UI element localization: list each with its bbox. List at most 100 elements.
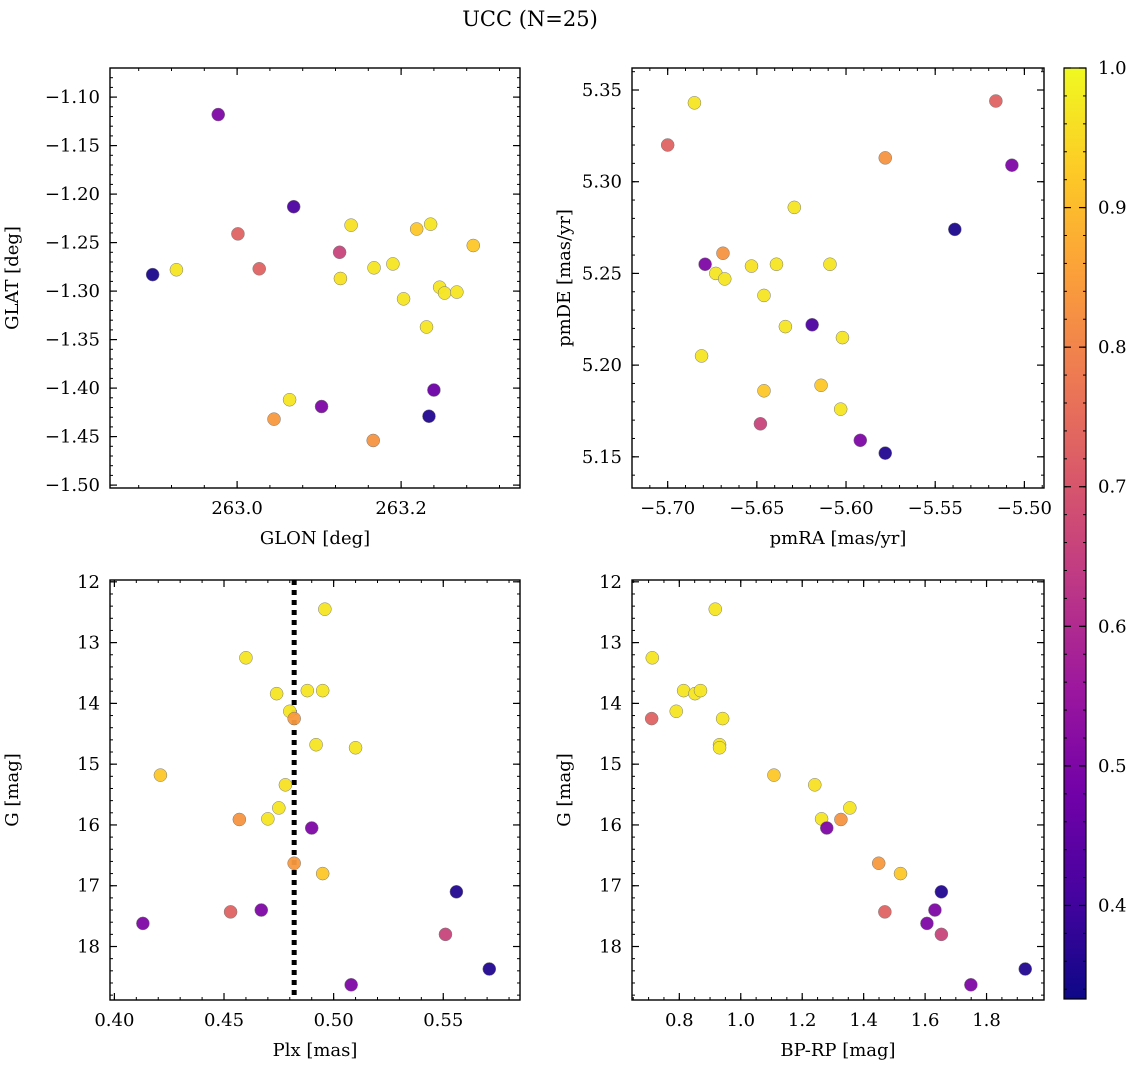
figure-title: UCC (N=25) — [462, 7, 598, 31]
data-point — [422, 409, 436, 423]
data-point — [878, 151, 893, 165]
data-point — [282, 392, 297, 407]
data-point — [1005, 158, 1019, 172]
data-point — [314, 399, 329, 414]
panel-color-magnitude: 0.8 1.0 1.2 1.4 1.6 1.8 12 13 14 15 16 17 18 BP-RP [m… — [554, 572, 1045, 1061]
data-point — [878, 446, 893, 460]
x-tick-label: −5.70 — [640, 498, 695, 519]
plot-frame — [109, 579, 521, 1001]
data-point — [660, 138, 675, 152]
data-point — [645, 651, 660, 665]
data-point — [835, 330, 850, 345]
y-axis-label: pmDE [mas/yr] — [554, 209, 575, 347]
y-axis-label: G [mag] — [554, 753, 575, 826]
data-point — [669, 704, 683, 719]
data-point — [231, 227, 245, 241]
x-tick-label: 263.2 — [375, 498, 427, 519]
data-point — [989, 94, 1003, 108]
y-tick-label: 5.30 — [582, 172, 622, 193]
data-point — [833, 402, 848, 416]
data-point — [145, 267, 160, 282]
data-point — [318, 602, 332, 616]
data-point — [438, 927, 453, 942]
data-point — [169, 263, 184, 277]
data-point — [1018, 962, 1033, 976]
y-tick-label: 17 — [77, 876, 100, 897]
panel-proper-motion: −5.70 −5.65 −5.60 −5.55 −5.50 5.15 5.20 5.25 5.3… — [554, 67, 1052, 549]
y-tick-label: 15 — [599, 754, 622, 775]
data-point — [437, 286, 452, 300]
x-tick-label: −5.55 — [908, 498, 963, 519]
data-point — [450, 285, 464, 299]
y-tick-label: 5.25 — [582, 263, 622, 284]
x-tick-label: −5.60 — [818, 498, 873, 519]
x-axis-label: Plx [mas] — [273, 1040, 358, 1061]
data-point — [769, 257, 784, 271]
x-axis-label: BP-RP [mag] — [780, 1040, 895, 1061]
data-point — [934, 927, 949, 942]
data-point — [834, 812, 848, 827]
data-point — [767, 768, 781, 782]
y-tick-label: −1.25 — [45, 233, 100, 254]
data-point — [878, 905, 892, 919]
y-tick-label: 12 — [599, 572, 622, 593]
data-point — [934, 885, 949, 899]
data-point — [693, 683, 708, 698]
data-point — [787, 200, 802, 215]
x-tick-label: −5.50 — [997, 498, 1052, 519]
y-tick-label: 15 — [77, 754, 100, 775]
data-point — [309, 737, 323, 752]
y-tick-label: −1.20 — [45, 184, 100, 205]
y-tick-label: −1.10 — [45, 87, 100, 108]
y-tick-label: 16 — [77, 815, 100, 836]
x-axis-label: GLON [deg] — [260, 528, 370, 549]
data-point — [252, 262, 266, 276]
colorbar-tick-label: 0.9 — [1098, 198, 1127, 219]
data-point — [332, 245, 347, 260]
data-point — [333, 271, 348, 286]
colorbar-tick-label: 0.6 — [1098, 616, 1127, 637]
data-point — [893, 866, 908, 881]
data-point — [820, 821, 834, 835]
colorbar: 0.4 0.5 0.6 0.7 0.8 0.9 1.0 — [1063, 58, 1127, 1000]
data-point — [843, 801, 857, 815]
data-point — [304, 821, 319, 835]
data-point — [808, 778, 822, 792]
data-point — [272, 801, 286, 815]
data-point — [948, 222, 962, 237]
x-tick-label: 1.6 — [911, 1010, 940, 1031]
data-point — [427, 383, 441, 397]
y-tick-label: 14 — [599, 693, 622, 714]
y-tick-label: 5.20 — [582, 355, 622, 376]
data-point — [823, 257, 837, 271]
data-point — [778, 319, 793, 334]
data-point — [367, 261, 381, 275]
data-point — [644, 711, 659, 726]
y-tick-label: 13 — [599, 633, 622, 654]
data-point — [261, 812, 275, 826]
data-point — [232, 812, 247, 827]
colorbar-tick-label: 0.8 — [1098, 337, 1127, 358]
y-tick-label: −1.40 — [45, 378, 100, 399]
data-point — [269, 686, 284, 701]
data-point — [715, 711, 730, 726]
data-point — [928, 903, 942, 917]
data-point — [136, 916, 150, 931]
y-tick-label: 17 — [599, 876, 622, 897]
data-point — [698, 257, 712, 271]
data-point — [853, 433, 868, 448]
y-tick-label: 12 — [77, 572, 100, 593]
data-point — [871, 856, 886, 870]
y-tick-label: 18 — [599, 937, 622, 958]
data-point — [287, 711, 301, 726]
data-point — [409, 222, 424, 236]
data-point — [386, 257, 400, 271]
data-point — [267, 412, 281, 426]
data-point — [211, 107, 225, 122]
x-axis-label: pmRA [mas/yr] — [770, 528, 907, 549]
data-point — [964, 978, 978, 992]
x-tick-label: 0.50 — [314, 1010, 354, 1031]
data-point — [344, 218, 358, 232]
data-point — [315, 866, 330, 881]
